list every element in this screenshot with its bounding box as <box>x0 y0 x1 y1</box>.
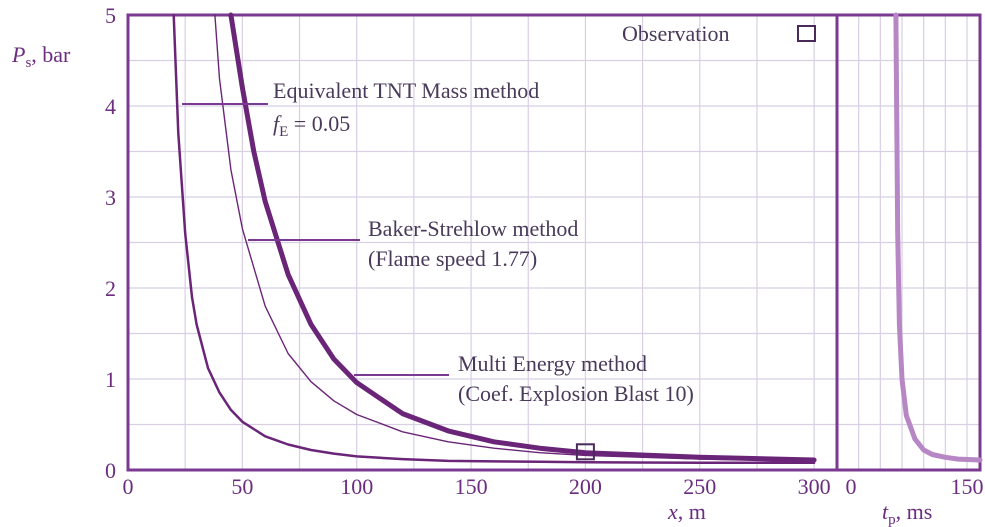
side-x-tick-label: 0 <box>846 474 857 499</box>
fe-parameter-label: fE = 0.05 <box>273 111 350 140</box>
x-axis-label: x, m <box>667 499 706 524</box>
side-x-axis-label: tp, ms <box>882 499 932 527</box>
main-grid <box>128 15 837 470</box>
x-tick-label: 150 <box>455 474 488 499</box>
baker-param-label: (Flame speed 1.77) <box>368 246 537 271</box>
side-plot-frame <box>835 13 982 472</box>
x-tick-label: 0 <box>123 474 134 499</box>
x-tick-label: 100 <box>340 474 373 499</box>
y-tick-label: 0 <box>105 458 116 483</box>
observation-legend-label: Observation <box>622 21 730 46</box>
x-tick-label: 300 <box>798 474 831 499</box>
main-curves <box>172 12 817 464</box>
y-tick-label: 4 <box>105 94 116 119</box>
duration-curve <box>893 12 983 463</box>
y-tick-label: 5 <box>105 3 116 28</box>
main-tick-labels: 0 50 100 150 200 250 300 0 1 2 3 4 5 <box>105 3 831 499</box>
baker-strehlow-curve <box>228 12 817 463</box>
multi-param-label: (Coef. Explosion Blast 10) <box>458 381 694 406</box>
x-tick-label: 250 <box>683 474 716 499</box>
y-tick-label: 1 <box>105 367 116 392</box>
side-curves <box>893 12 983 463</box>
x-tick-label: 50 <box>231 474 253 499</box>
side-x-tick-label: 150 <box>951 474 984 499</box>
y-axis-label: Ps, bar <box>11 42 71 71</box>
tnt-method-label: Equivalent TNT Mass method <box>273 78 539 103</box>
side-grid <box>837 15 980 470</box>
y-tick-label: 2 <box>105 276 116 301</box>
observation-marker <box>575 443 595 461</box>
baker-method-label: Baker-Strehlow method <box>368 216 578 241</box>
x-tick-label: 200 <box>569 474 602 499</box>
observation-legend-marker <box>797 25 816 42</box>
multi-method-label: Multi Energy method <box>458 351 647 376</box>
multi-energy-curve <box>214 14 815 462</box>
tnt-curve <box>172 13 816 464</box>
side-tick-labels: 0 150 <box>846 474 984 499</box>
y-tick-label: 3 <box>105 185 116 210</box>
